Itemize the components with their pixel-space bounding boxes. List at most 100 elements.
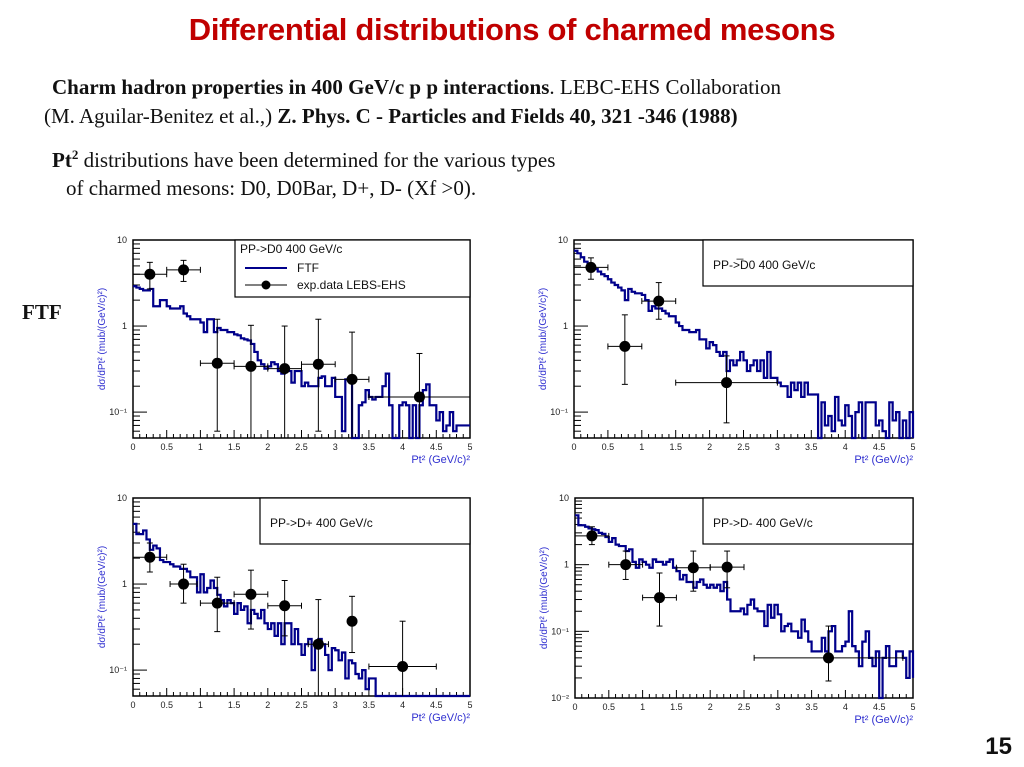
data-point (132, 542, 168, 573)
legend-title: PP->D0 400 GeV/c (240, 242, 342, 256)
data-marker (279, 600, 291, 612)
data-marker (413, 391, 425, 403)
slide-title: Differential distributions of charmed me… (188, 12, 836, 47)
x-axis-label: Pt² (GeV/c)² (411, 712, 470, 724)
ftf-histogram-line (133, 522, 470, 698)
data-marker (279, 363, 291, 375)
data-point (233, 569, 269, 630)
citation-line-2: (M. Aguilar-Benitez et al.,) Z. Phys. C … (44, 104, 738, 129)
data-point (641, 282, 677, 320)
legend: PP->D0 400 GeV/c FTF exp.data LEBS-EHS (234, 239, 471, 298)
data-marker (245, 360, 257, 372)
data-point (346, 595, 358, 654)
pt-superscript: 2 (71, 147, 79, 162)
data-marker (721, 377, 733, 389)
data-marker (346, 615, 358, 627)
data-marker (586, 530, 598, 542)
y-tick-label: 1 (563, 321, 568, 331)
x-tick-label: 1.5 (670, 702, 683, 712)
plot-dminus: 0 0.5 1 1.5 2 2.5 3 3.5 4 4.5 5 10 1 10⁻¹ 10⁻² Pt² (GeV… (539, 493, 916, 726)
citation-collaboration: . LEBC-EHS Collaboration (549, 75, 781, 99)
x-tick-label: 0 (572, 702, 577, 712)
data-marker (721, 561, 733, 573)
data-point (267, 579, 302, 637)
data-marker (211, 357, 223, 369)
data-marker (144, 551, 156, 563)
y-tick-label: 10 (559, 493, 569, 503)
data-marker (346, 373, 358, 385)
x-axis-label: Pt² (GeV/c)² (854, 714, 913, 726)
data-point (169, 563, 198, 604)
y-tick-label: 10 (117, 235, 127, 245)
data-point (642, 572, 677, 627)
x-tick-label: 5 (467, 442, 472, 452)
legend-box (259, 497, 471, 545)
x-tick-label: 3.5 (805, 702, 818, 712)
x-tick-label: 1.5 (669, 442, 682, 452)
legend-box (702, 239, 914, 287)
data-point (608, 550, 644, 580)
data-point (267, 325, 302, 438)
data-point (368, 352, 471, 438)
x-tick-label: 2 (707, 442, 712, 452)
y-tick-label: 10⁻¹ (551, 626, 569, 636)
citation-line-1: Charm hadron properties in 400 GeV/c p p… (52, 75, 781, 100)
x-tick-label: 4 (400, 700, 405, 710)
legend-ftf-label: FTF (297, 261, 319, 275)
data-marker (144, 268, 156, 280)
y-tick-label: 10⁻¹ (109, 665, 127, 675)
data-marker (397, 661, 409, 673)
x-tick-label: 1 (198, 700, 203, 710)
x-tick-label: 3.5 (363, 442, 376, 452)
x-tick-label: 0.5 (602, 442, 615, 452)
x-tick-label: 4 (843, 702, 848, 712)
y-tick-label: 1 (564, 560, 569, 570)
x-tick-label: 0.5 (160, 700, 173, 710)
x-tick-label: 3 (333, 700, 338, 710)
x-axis-label: Pt² (GeV/c)² (411, 454, 470, 466)
data-point (573, 257, 609, 280)
legend-title: PP->̅D0 400 GeV/c (713, 258, 815, 272)
data-point (199, 576, 235, 633)
data-marker (619, 340, 631, 352)
x-tick-label: 3.5 (805, 442, 818, 452)
x-tick-label: 3 (775, 702, 780, 712)
legend-title: PP->D- 400 GeV/c (713, 516, 813, 530)
data-point (307, 599, 329, 696)
plot-d0: 0 0.5 1 1.5 2 2.5 3 3.5 4 4.5 5 10 1 10⁻¹ Pt² (GeV/c)²… (97, 235, 473, 466)
description-text-1: distributions have been determined for t… (78, 148, 556, 172)
y-tick-label: 10⁻¹ (550, 407, 568, 417)
legend: PP->D+ 400 GeV/c (259, 497, 471, 545)
data-point (574, 526, 610, 546)
data-point (132, 261, 168, 290)
y-axis-label: dσ/dPt² (mub/(GeV/c)²) (97, 546, 108, 648)
legend-box (702, 497, 914, 545)
y-tick-label: 1 (122, 579, 127, 589)
y-tick-label: 10 (558, 235, 568, 245)
legend-data-label: exp.data LEBS-EHS (297, 278, 406, 292)
y-tick-label: 10⁻¹ (109, 407, 127, 417)
x-tick-label: 5 (910, 442, 915, 452)
data-marker (312, 358, 324, 370)
data-marker (654, 592, 665, 604)
data-point (607, 314, 643, 385)
x-tick-label: 4.5 (873, 702, 886, 712)
x-tick-label: 4.5 (430, 442, 443, 452)
x-tick-label: 1.5 (228, 442, 241, 452)
legend: PP->̅D0 400 GeV/c (702, 239, 914, 287)
x-tick-label: 4 (400, 442, 405, 452)
x-axis-label: Pt² (GeV/c)² (854, 454, 913, 466)
y-axis-label: dσ/dPt² (mub/(GeV/c)²) (539, 547, 550, 649)
data-point (675, 355, 778, 424)
plot-dplus: 0 0.5 1 1.5 2 2.5 3 3.5 4 4.5 5 10 1 10⁻¹ Pt² (GeV/c)²… (97, 493, 473, 724)
data-marker (823, 652, 834, 664)
x-tick-label: 2.5 (738, 702, 751, 712)
legend-data-swatch-marker (261, 280, 271, 290)
x-tick-label: 1.5 (228, 700, 241, 710)
data-marker (245, 588, 257, 600)
plot-d0bar: 0 0.5 1 1.5 2 2.5 3 3.5 4 4.5 5 10 1 10⁻¹ Pt² (GeV/c)²… (538, 235, 916, 466)
y-tick-label: 10⁻² (551, 693, 569, 703)
data-marker (620, 559, 632, 571)
data-point (233, 324, 269, 438)
x-tick-label: 0 (571, 442, 576, 452)
